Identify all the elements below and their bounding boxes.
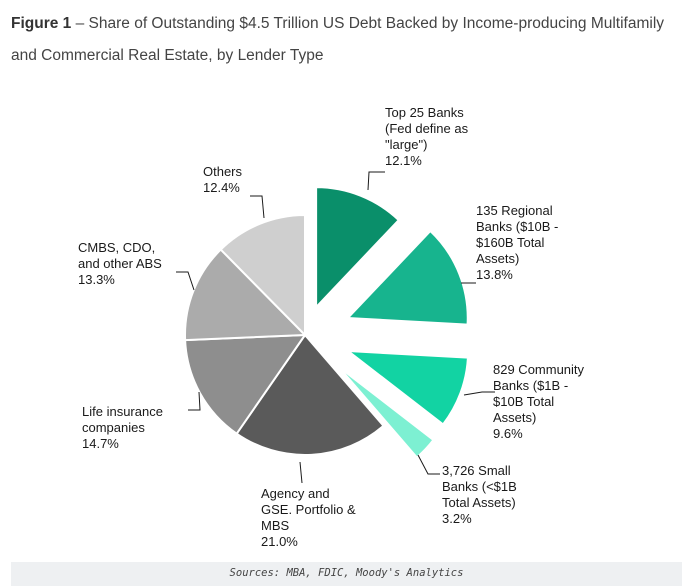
slice-label-name: Life insurance companies <box>82 404 163 435</box>
slice-label-name: Others <box>203 164 243 179</box>
figure-label: Figure 1 <box>11 15 72 32</box>
figure-title: Figure 1 – Share of Outstanding $4.5 Tri… <box>11 8 683 72</box>
pie-slice <box>345 229 469 326</box>
slice-label-value: 13.3% <box>78 272 115 287</box>
slice-label-name: Agency and GSE. Portfolio & MBS <box>261 486 356 533</box>
figure-title-text: – Share of Outstanding $4.5 Trillion US … <box>11 15 665 64</box>
slice-leader-line <box>188 391 201 411</box>
slice-leader-line <box>299 461 303 484</box>
slice-label-name: Top 25 Banks (Fed define as "large") <box>385 105 469 152</box>
slice-label-value: 3.2% <box>442 511 472 526</box>
source-footer: Sources: MBA, FDIC, Moody's Analytics <box>11 562 682 586</box>
slice-label-value: 9.6% <box>493 426 523 441</box>
slice-label: 135 Regional Banks ($10B - $160B Total A… <box>476 203 558 283</box>
slice-label-value: 12.1% <box>385 153 422 168</box>
slice-label: Others 12.4% <box>203 164 242 196</box>
slice-label: Top 25 Banks (Fed define as "large") 12.… <box>385 105 468 169</box>
pie-slice <box>337 365 435 459</box>
slice-label-value: 21.0% <box>261 534 298 549</box>
slice-leader-line <box>176 271 195 291</box>
slice-label: CMBS, CDO, and other ABS 13.3% <box>78 240 162 288</box>
slice-label-name: 829 Community Banks ($1B - $10B Total As… <box>493 362 585 425</box>
slice-leader-line <box>417 454 440 475</box>
slice-label-name: CMBS, CDO, and other ABS <box>78 240 162 271</box>
pie-slice <box>344 349 469 426</box>
slice-label-name: 135 Regional Banks ($10B - $160B Total A… <box>476 203 559 266</box>
slice-label-value: 13.8% <box>476 267 513 282</box>
slice-label: 829 Community Banks ($1B - $10B Total As… <box>493 362 584 442</box>
slice-label: 3,726 Small Banks (<$1B Total Assets) 3.… <box>442 463 517 527</box>
slice-leader-line <box>250 195 265 219</box>
pie-slice <box>219 213 306 338</box>
slice-label: Life insurance companies 14.7% <box>82 404 163 452</box>
pie-slice <box>184 333 307 436</box>
pie-slice <box>315 186 401 310</box>
slice-leader-line <box>367 171 385 191</box>
slice-label-name: 3,726 Small Banks (<$1B Total Assets) <box>442 463 517 510</box>
slice-label-value: 14.7% <box>82 436 119 451</box>
slice-leader-line <box>463 391 495 396</box>
pie-slice <box>235 333 385 456</box>
slice-label: Agency and GSE. Portfolio & MBS 21.0% <box>261 486 356 550</box>
pie-slice <box>184 248 308 342</box>
slice-label-value: 12.4% <box>203 180 240 195</box>
